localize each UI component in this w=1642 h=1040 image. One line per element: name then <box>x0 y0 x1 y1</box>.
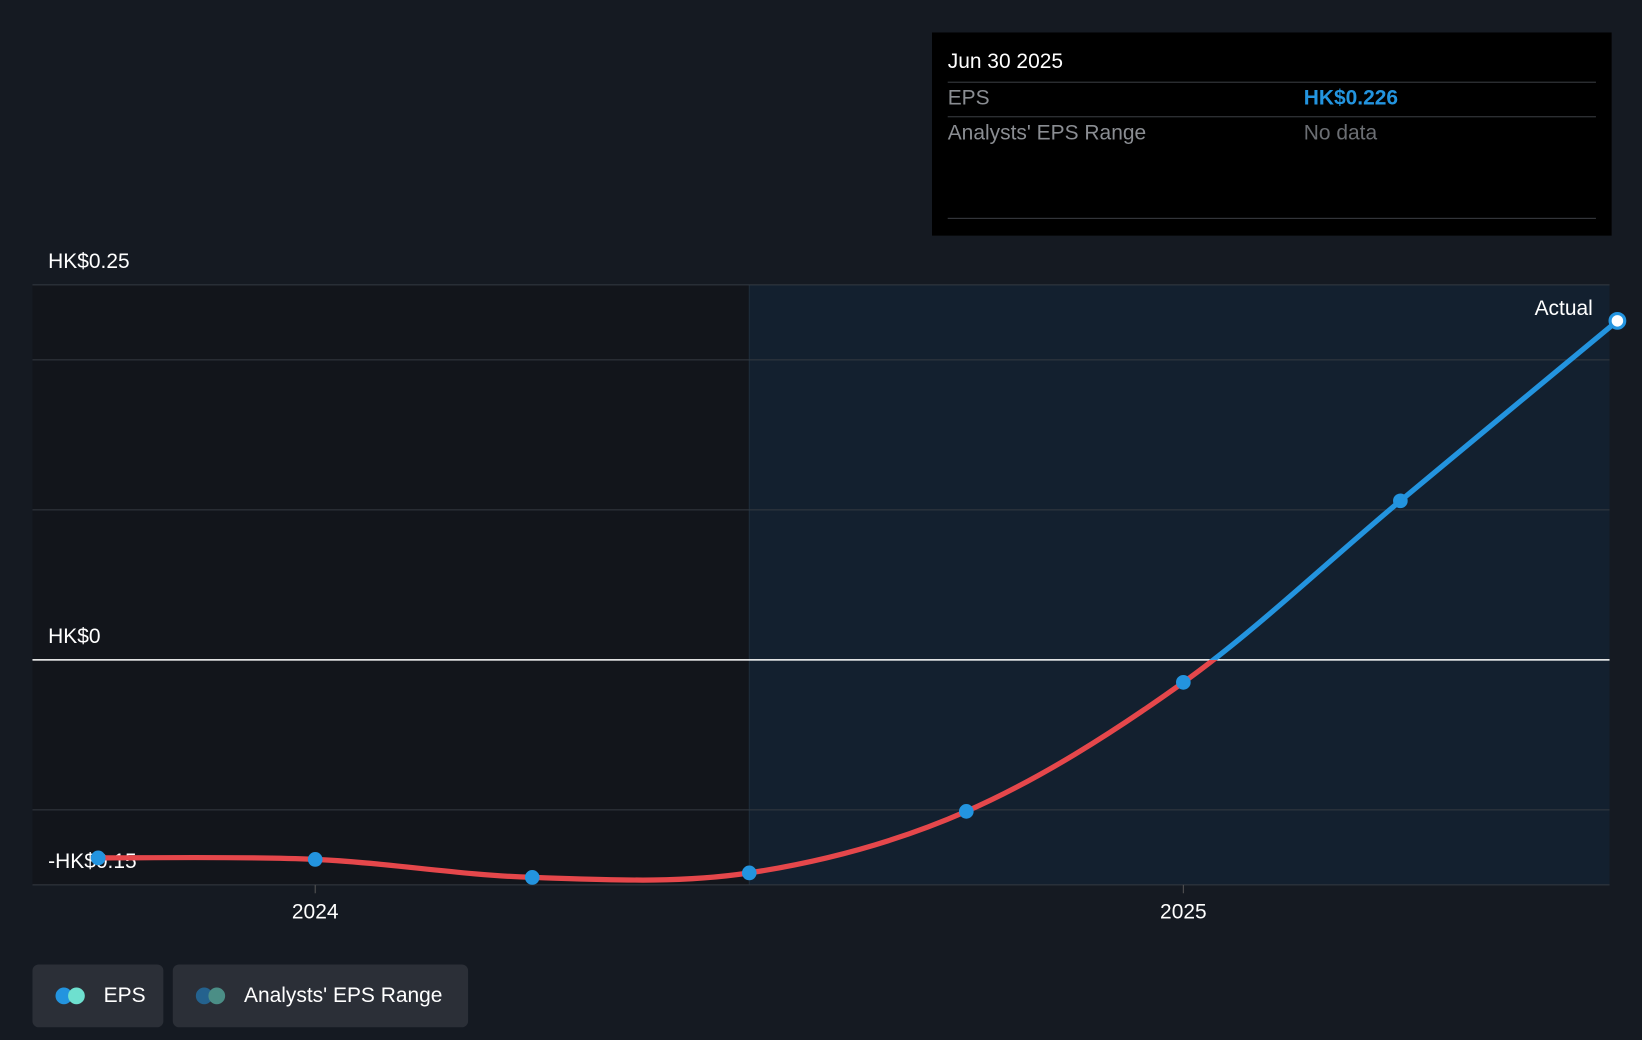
x-tick-label: 2025 <box>1160 900 1207 923</box>
eps-legend-icon <box>55 987 87 1005</box>
legend-label: Analysts' EPS Range <box>243 983 443 1007</box>
eps-point <box>90 850 106 866</box>
legend-eps[interactable]: EPS <box>32 964 164 1028</box>
recent-region <box>749 284 1610 885</box>
tooltip-divider <box>947 217 1596 219</box>
legend-label: EPS <box>103 983 146 1007</box>
legend-analysts-range[interactable]: Analysts' EPS Range <box>172 964 469 1028</box>
tooltip-value: No data <box>1303 121 1378 145</box>
tooltip-label: Analysts' EPS Range <box>947 121 1147 145</box>
range-legend-icon <box>195 987 227 1005</box>
eps-point <box>1393 493 1408 509</box>
y-tick-label: HK$0.25 <box>48 250 129 273</box>
tooltip-row-range: Analysts' EPS Range No data <box>947 116 1596 151</box>
eps-line-negative <box>98 659 1218 883</box>
tooltip-value: HK$0.226 <box>1303 86 1399 110</box>
eps-point <box>958 804 974 819</box>
past-region <box>32 284 750 885</box>
eps-point <box>1176 675 1191 690</box>
tooltip-row-eps: EPS HK$0.226 <box>947 81 1596 117</box>
tooltip-label: EPS <box>947 86 990 110</box>
eps-point <box>741 865 757 881</box>
tooltip: Jun 30 2025 EPS HK$0.226 Analysts' EPS R… <box>932 32 1612 236</box>
tooltip-date: Jun 30 2025 <box>947 50 1064 74</box>
eps-point <box>524 870 540 885</box>
eps-point <box>1608 311 1627 330</box>
y-tick-label: HK$0 <box>48 625 100 648</box>
eps-line-positive <box>1209 318 1620 660</box>
eps-point <box>307 852 323 867</box>
actual-label: Actual <box>1535 297 1593 320</box>
x-tick-label: 2024 <box>292 900 339 923</box>
